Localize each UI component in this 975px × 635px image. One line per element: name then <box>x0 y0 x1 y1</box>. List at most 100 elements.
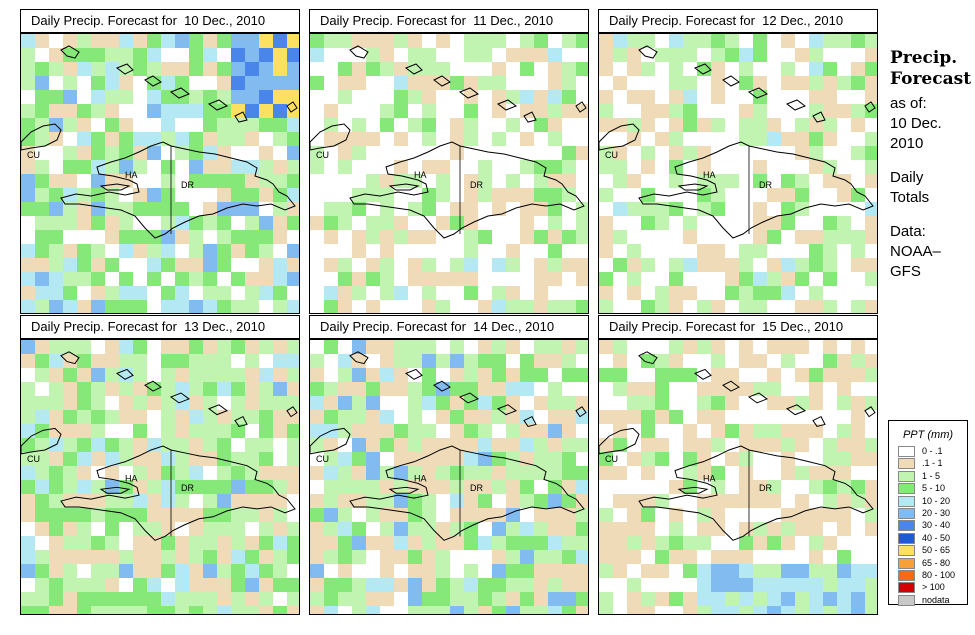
precip-cell <box>492 300 506 313</box>
precip-cell <box>217 354 231 368</box>
precip-cell <box>21 396 35 410</box>
precip-cell <box>506 480 520 494</box>
precip-cell <box>627 480 641 494</box>
precip-cell <box>77 466 91 480</box>
precip-cell <box>119 466 133 480</box>
precip-cell <box>753 76 767 90</box>
precip-cell <box>865 438 877 452</box>
precip-cell <box>725 466 739 480</box>
precip-cell <box>739 132 753 146</box>
precip-cell <box>119 536 133 550</box>
precip-cell <box>711 34 725 48</box>
precip-cell <box>599 230 613 244</box>
precip-cell <box>795 132 809 146</box>
precip-cell <box>217 272 231 286</box>
precip-cell <box>683 396 697 410</box>
precip-cell <box>324 382 338 396</box>
precip-cell <box>394 396 408 410</box>
islet-coastline <box>234 111 248 123</box>
precip-cell <box>436 340 450 354</box>
precip-cell <box>63 160 77 174</box>
precip-cell <box>324 368 338 382</box>
precip-cell <box>548 34 562 48</box>
precip-cell <box>189 438 203 452</box>
precip-cell <box>352 340 366 354</box>
precip-cell <box>506 550 520 564</box>
precip-cell <box>287 536 299 550</box>
precip-cell <box>217 480 231 494</box>
precip-cell <box>21 202 35 216</box>
precip-cell <box>641 34 655 48</box>
precip-cell <box>21 424 35 438</box>
precip-cell <box>422 300 436 313</box>
precip-cell <box>175 606 189 614</box>
precip-cell <box>823 382 837 396</box>
precip-cell <box>683 494 697 508</box>
precip-cell <box>823 104 837 118</box>
precip-cell <box>49 132 63 146</box>
precip-cell <box>865 160 877 174</box>
precip-cell <box>91 382 105 396</box>
precip-cell <box>203 34 217 48</box>
precip-cell <box>175 48 189 62</box>
precip-cell <box>310 536 324 550</box>
precip-cell <box>380 340 394 354</box>
precip-cell <box>91 202 105 216</box>
precip-cell <box>739 536 753 550</box>
precip-cell <box>231 244 245 258</box>
precip-cell <box>655 410 669 424</box>
precip-cell <box>189 230 203 244</box>
precip-cell <box>77 76 91 90</box>
precip-cell <box>63 508 77 522</box>
precip-cell <box>851 48 865 62</box>
precip-cell <box>119 244 133 258</box>
precip-cell <box>259 118 273 132</box>
precip-cell <box>851 258 865 272</box>
precip-cell <box>464 286 478 300</box>
precip-cell <box>534 62 548 76</box>
precip-cell <box>865 300 877 313</box>
precip-cell <box>576 368 588 382</box>
precip-cell <box>627 104 641 118</box>
precip-cell <box>506 424 520 438</box>
precip-cell <box>245 286 259 300</box>
precip-cell <box>175 300 189 313</box>
precip-cell <box>49 244 63 258</box>
data-source-line3: GFS <box>890 263 921 280</box>
precip-cell <box>492 202 506 216</box>
precip-cell <box>338 494 352 508</box>
precip-cell <box>161 48 175 62</box>
precip-cell <box>161 258 175 272</box>
precip-cell <box>576 34 588 48</box>
precip-cell <box>520 286 534 300</box>
precip-cell <box>837 438 851 452</box>
precip-cell <box>683 340 697 354</box>
precip-cell <box>450 76 464 90</box>
precip-cell <box>753 340 767 354</box>
precip-cell <box>851 466 865 480</box>
legend-label: 50 - 65 <box>922 545 951 556</box>
hispaniola-coastline <box>638 141 874 239</box>
precip-cell <box>133 550 147 564</box>
precip-cell <box>63 132 77 146</box>
cuba-coastline <box>599 123 640 151</box>
precip-cell <box>189 244 203 258</box>
precip-cell <box>21 118 35 132</box>
legend-label: 80 - 100 <box>922 569 956 580</box>
precip-cell <box>35 244 49 258</box>
precip-cell <box>161 438 175 452</box>
precip-cell <box>245 452 259 466</box>
precip-cell <box>273 592 287 606</box>
precip-cell <box>231 466 245 480</box>
precip-cell <box>450 174 464 188</box>
precip-cell <box>781 606 795 614</box>
precip-cell <box>287 160 299 174</box>
precip-cell <box>865 592 877 606</box>
precip-cell <box>352 424 366 438</box>
precip-cell <box>655 76 669 90</box>
precip-cell <box>450 564 464 578</box>
precip-cell <box>91 522 105 536</box>
precip-cell <box>809 258 823 272</box>
precip-cell <box>548 494 562 508</box>
precip-cell <box>711 244 725 258</box>
